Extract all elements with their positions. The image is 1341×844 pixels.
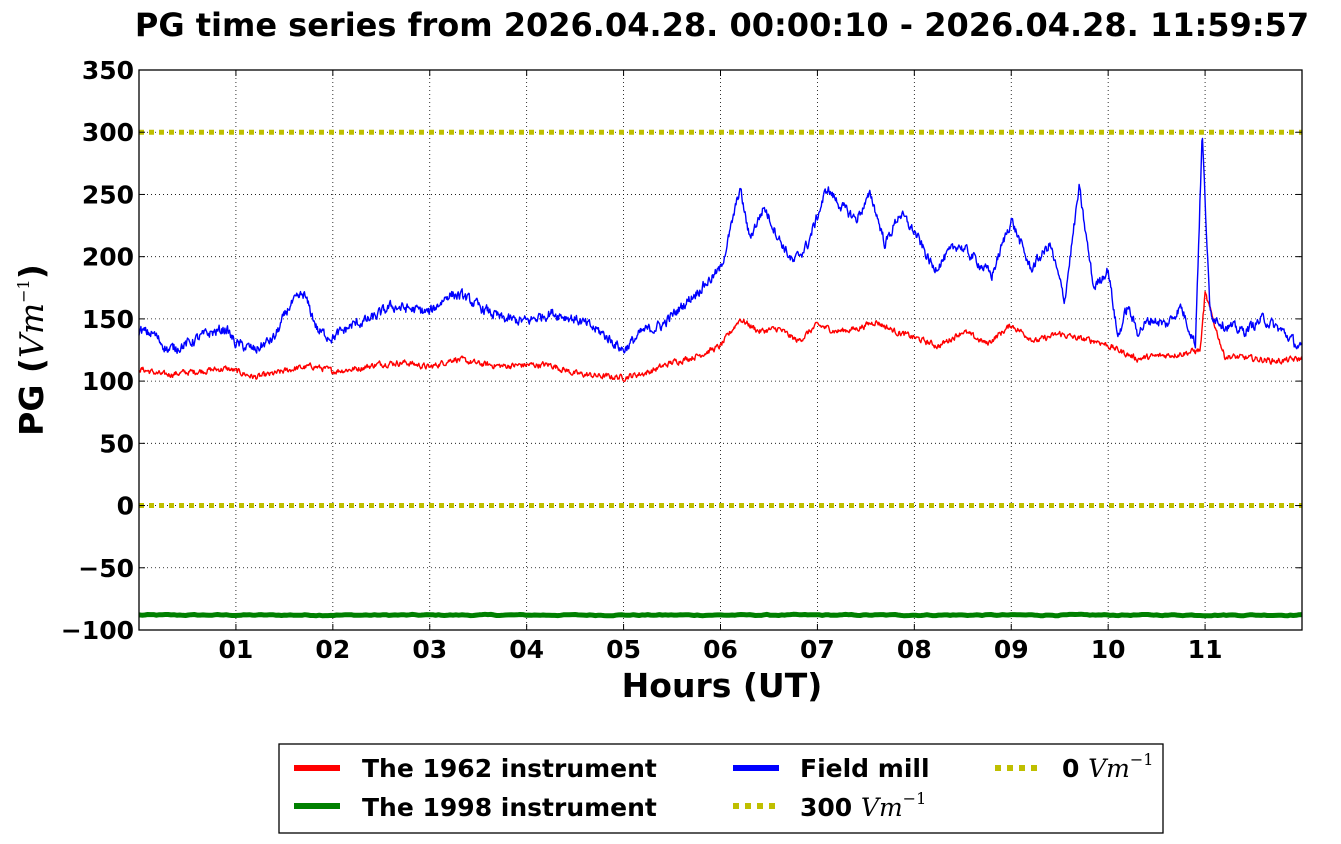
y-tick-label-250: 250 xyxy=(82,180,134,209)
x-tick-label-02: 02 xyxy=(315,635,350,664)
legend-label-1998-instrument: The 1998 instrument xyxy=(362,793,657,822)
legend-label-300-exp: −1 xyxy=(903,789,927,808)
grid-layer xyxy=(139,69,1302,631)
x-tick-label-07: 07 xyxy=(800,635,835,664)
legend-label-0-line: 0 Vm−1 xyxy=(1062,750,1153,783)
legend-label-0-unit: Vm xyxy=(1088,754,1130,783)
y-axis-label-prefix: PG ( xyxy=(12,358,51,436)
y-axis-label-suffix: ) xyxy=(12,264,51,279)
y-tick-label-200: 200 xyxy=(82,243,134,272)
series-the-1998-instrument xyxy=(138,611,1303,619)
y-tick-label-150: 150 xyxy=(82,305,134,334)
legend: The 1962 instrument The 1998 instrument … xyxy=(278,743,1164,834)
y-axis-label: PG (Vm−1) xyxy=(12,264,51,436)
x-tick-label-01: 01 xyxy=(219,635,254,664)
y-tick-label-50: 50 xyxy=(99,429,134,458)
series-the-1962-instrument xyxy=(138,291,1303,383)
y-tick-label-300: 300 xyxy=(82,118,134,147)
x-tick-label-04: 04 xyxy=(509,635,544,664)
x-tick-label-10: 10 xyxy=(1091,635,1126,664)
y-tick-label--100: −100 xyxy=(61,616,134,645)
x-tick-label-06: 06 xyxy=(703,635,738,664)
y-axis-label-unit: Vm xyxy=(12,303,51,358)
y-tick-label-350: 350 xyxy=(82,56,134,85)
legend-label-0-exp: −1 xyxy=(1130,750,1154,769)
y-axis-label-exp: −1 xyxy=(14,279,33,303)
x-tick-label-08: 08 xyxy=(897,635,932,664)
series-layer xyxy=(138,129,1303,619)
tick-layer: 01 02 03 04 05 06 07 08 09 10 11 350 300 250 200 150 100… xyxy=(61,56,1302,664)
x-tick-label-05: 05 xyxy=(606,635,641,664)
x-tick-label-11: 11 xyxy=(1188,635,1223,664)
x-tick-label-09: 09 xyxy=(994,635,1029,664)
legend-label-0-prefix: 0 xyxy=(1062,754,1088,783)
legend-label-300-prefix: 300 xyxy=(800,793,861,822)
legend-label-300-line: 300 Vm−1 xyxy=(800,789,926,822)
y-tick-label--50: −50 xyxy=(78,554,134,583)
y-tick-label-100: 100 xyxy=(82,367,134,396)
legend-label-field-mill: Field mill xyxy=(800,754,930,783)
y-tick-label-0: 0 xyxy=(117,492,134,521)
x-axis-label: Hours (UT) xyxy=(622,666,823,705)
x-tick-label-03: 03 xyxy=(412,635,447,664)
legend-box xyxy=(278,743,1164,834)
series-field-mill xyxy=(138,137,1303,354)
chart-title: PG time series from 2026.04.28. 00:00:10… xyxy=(135,6,1309,44)
legend-label-300-unit: Vm xyxy=(861,793,903,822)
legend-label-1962-instrument: The 1962 instrument xyxy=(362,754,657,783)
